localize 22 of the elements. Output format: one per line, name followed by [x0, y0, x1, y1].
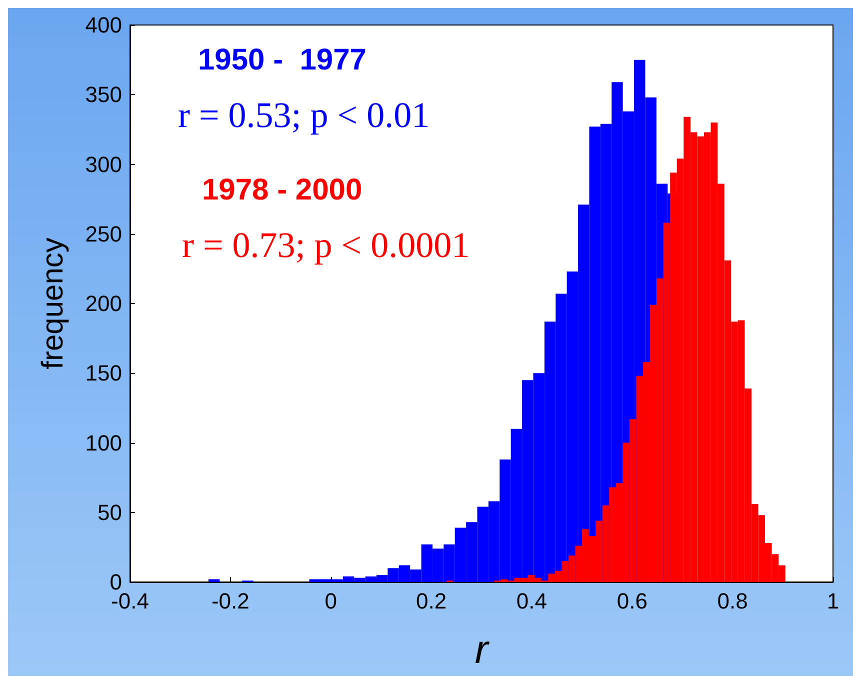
text: 1950 - 1977 — [198, 44, 366, 76]
text: 1978 - 2000 — [202, 174, 362, 206]
x-tick-label: 1 — [826, 588, 840, 614]
x-tick-label: 0.8 — [717, 588, 748, 614]
y-tick-label: 400 — [85, 12, 122, 38]
annotation: r = 0.73; p < 0.0001 — [182, 225, 470, 265]
y-tick-label: 100 — [85, 430, 122, 456]
x-tick-label: 0.2 — [416, 588, 447, 614]
y-tick-label: 350 — [85, 82, 122, 108]
y-tick-label: 300 — [85, 152, 122, 177]
x-tick-label: 0 — [324, 588, 337, 614]
y-axis-title: frequency — [36, 238, 70, 370]
y-tick-label: 250 — [85, 221, 122, 246]
x-tick-label: 0.6 — [616, 588, 648, 614]
annotation: r = 0.53; p < 0.01 — [178, 95, 430, 135]
x-tick-label: -0.2 — [211, 588, 250, 614]
y-tick-label: 150 — [85, 360, 122, 386]
x-tick-label: 0.4 — [516, 588, 548, 614]
y-tick-label: 200 — [85, 291, 122, 316]
bar — [208, 579, 220, 582]
x-axis-title: r — [474, 628, 490, 672]
y-tick-label: 50 — [98, 500, 122, 525]
